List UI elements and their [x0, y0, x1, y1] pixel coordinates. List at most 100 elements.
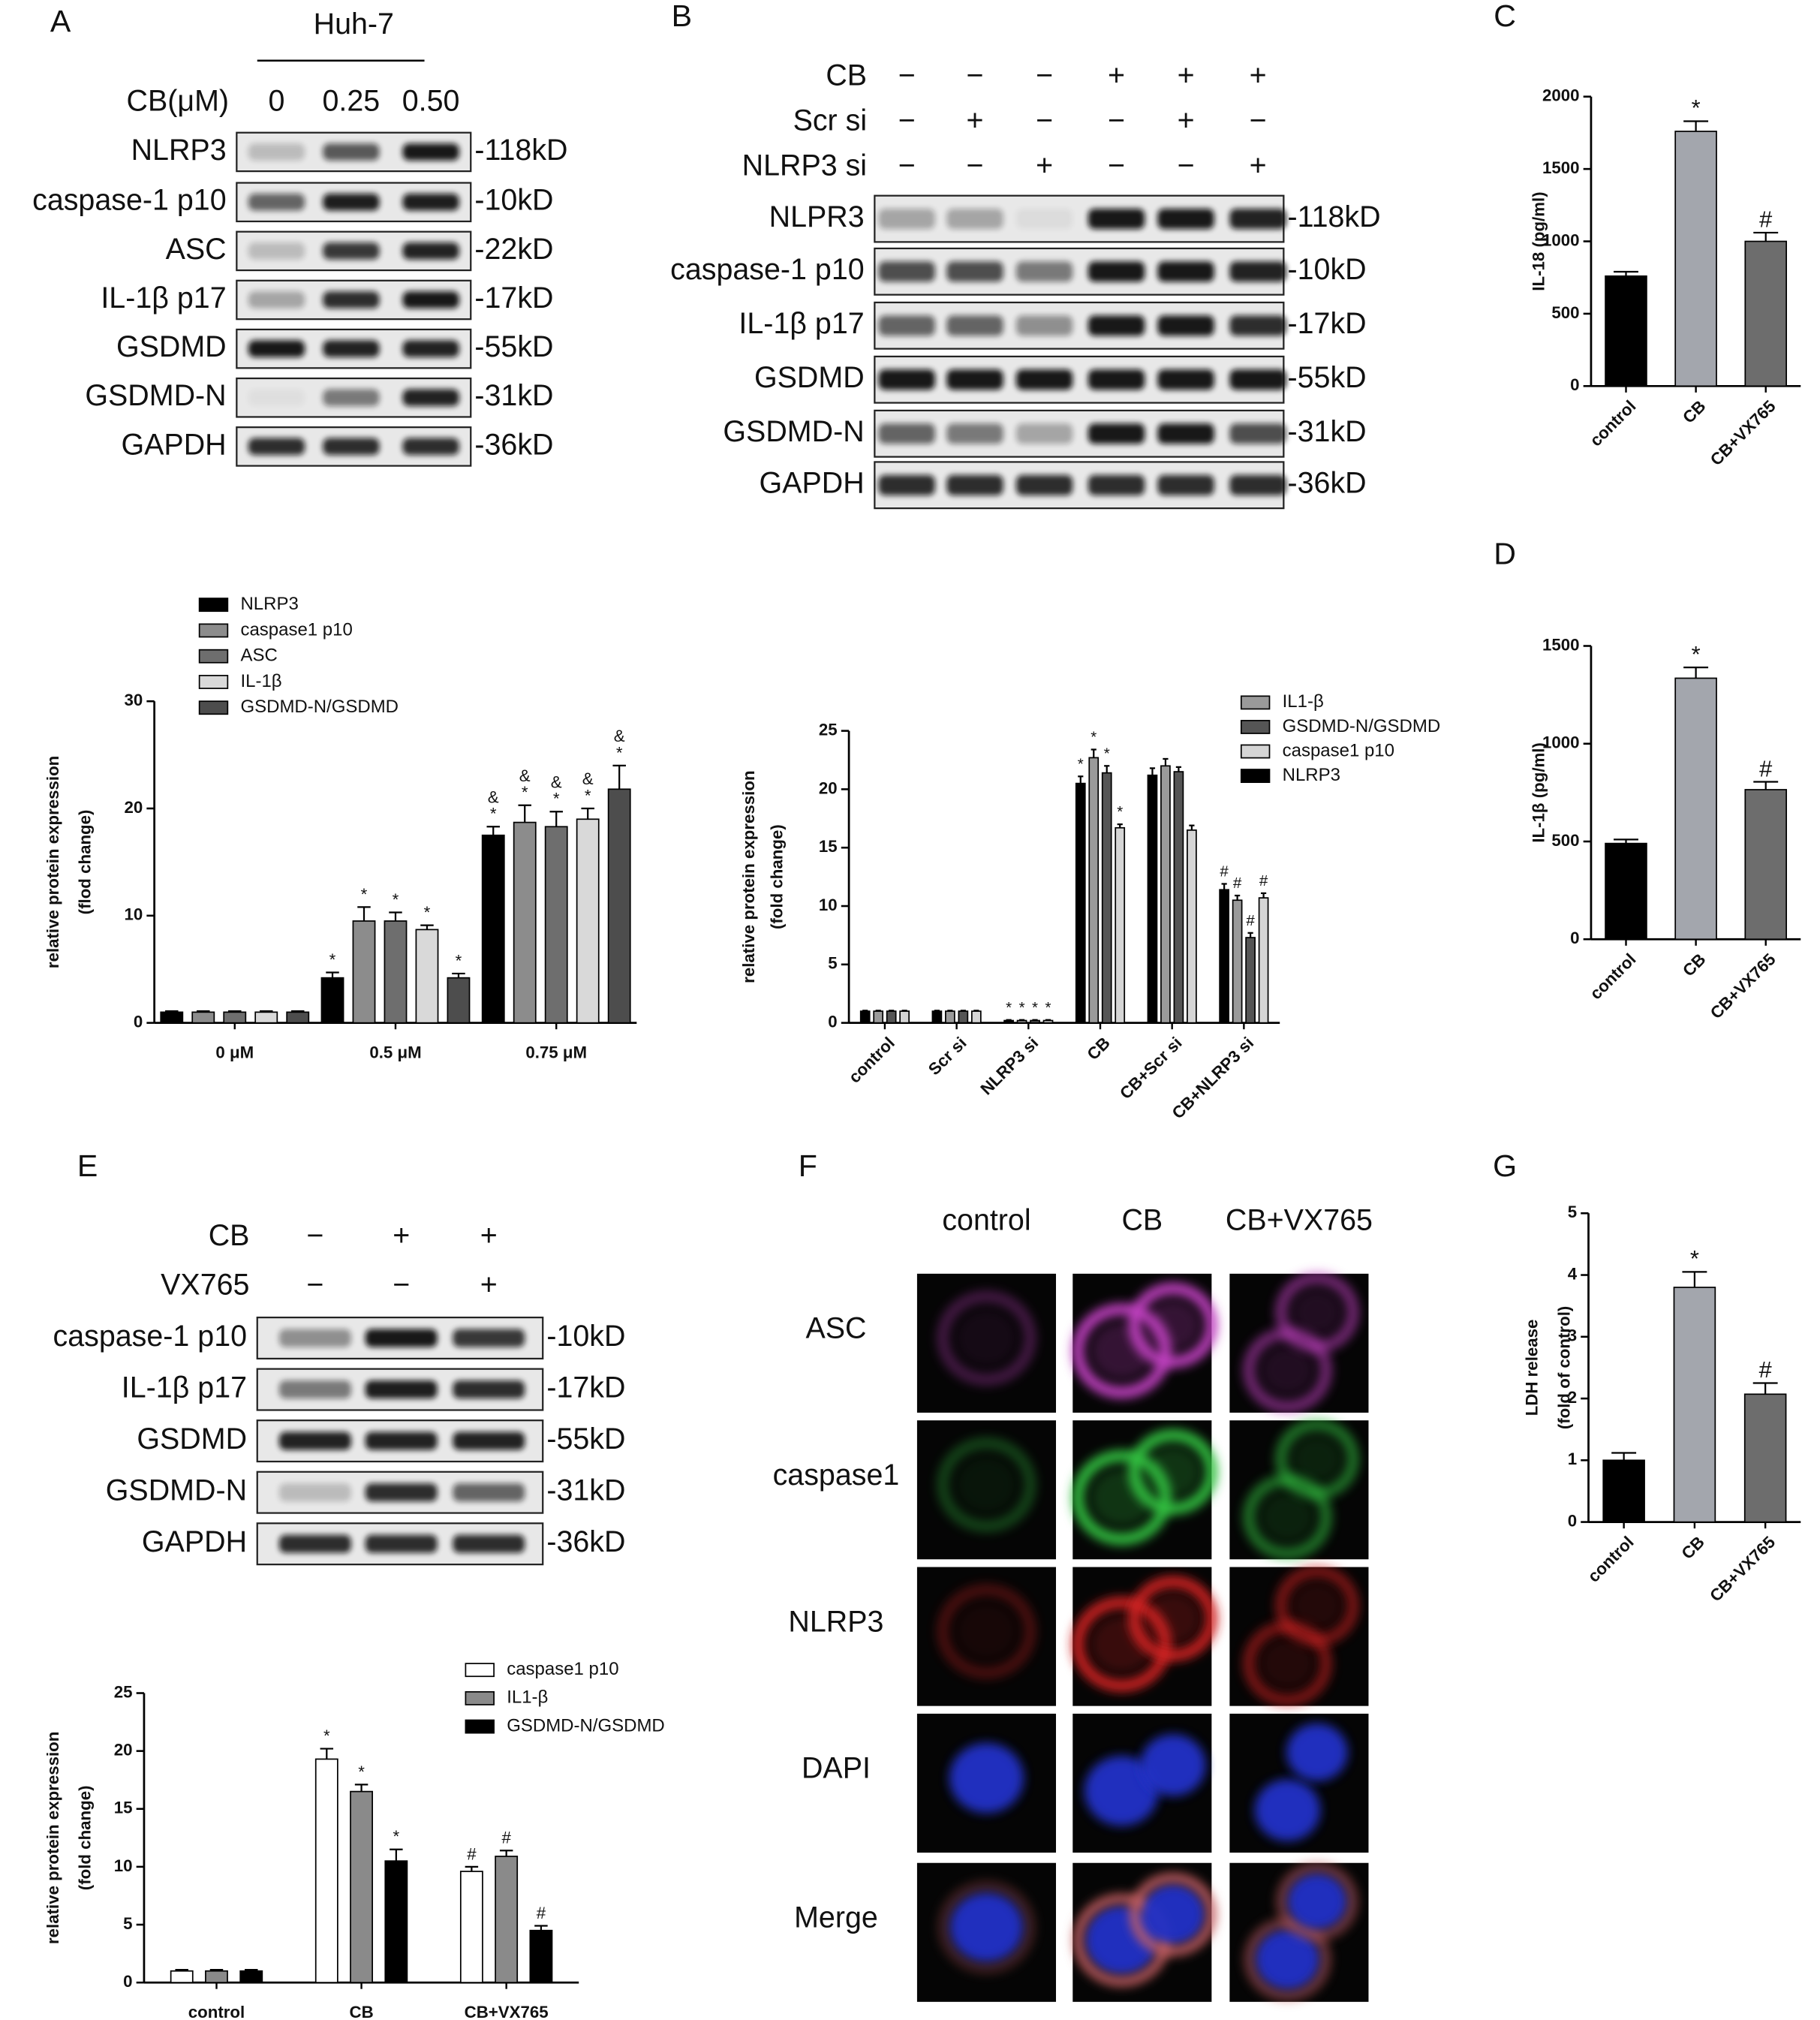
micrograph	[1229, 1272, 1369, 1413]
bar	[859, 1010, 871, 1024]
bar	[495, 1856, 519, 1983]
bar	[886, 1010, 897, 1024]
lane-label: 0.25	[323, 85, 381, 118]
legend-label: NLRP3	[240, 594, 298, 614]
nucleus	[1254, 1779, 1321, 1841]
blot-band	[1157, 315, 1214, 336]
blot-band	[248, 438, 305, 456]
stain-fill	[955, 1456, 1018, 1513]
blot-band	[248, 242, 305, 260]
blot-band	[453, 1380, 525, 1399]
blot-band	[365, 1431, 438, 1450]
x-tick-label: CB	[1679, 950, 1709, 980]
row-label: caspase-1 p10	[53, 1320, 248, 1353]
size-label: -10kD	[1287, 253, 1366, 286]
stain-ring	[937, 1584, 1036, 1679]
significance-mark: #	[1246, 912, 1255, 929]
significance-mark: *	[424, 903, 431, 922]
significance-mark: *	[1117, 803, 1123, 820]
size-label: -55kD	[474, 330, 553, 363]
stain-fill	[1260, 1638, 1315, 1689]
x-tick-label: CB	[1679, 396, 1709, 426]
y-tick-label: 10	[819, 896, 838, 914]
merge-ring	[938, 1881, 1035, 1973]
significance-mark: *	[1692, 641, 1701, 667]
y-axis-label: IL-18 (pg/ml)	[1529, 191, 1548, 291]
blot-band	[1087, 423, 1145, 444]
significance-mark: #	[1220, 862, 1229, 880]
bar	[191, 1011, 215, 1024]
micrograph	[916, 1862, 1057, 2002]
row-label: DAPI	[802, 1752, 871, 1785]
blot-band	[1015, 423, 1073, 444]
panel-label: A	[50, 4, 71, 38]
bar	[314, 1758, 338, 1983]
x-tick-label: CB+VX765	[465, 2003, 549, 2020]
significance-mark: *	[616, 743, 623, 762]
blot-band	[1087, 261, 1145, 282]
y-axis-label: relative protein expression	[44, 756, 62, 968]
bar	[1030, 1019, 1040, 1024]
bar	[1016, 1019, 1027, 1024]
significance-mark: &	[614, 727, 625, 745]
blot-band	[323, 389, 380, 407]
blot-band	[453, 1329, 525, 1347]
significance-mark: &	[519, 766, 531, 785]
stain-ring	[1072, 1303, 1172, 1398]
row-label: GAPDH	[142, 1525, 247, 1558]
blot-band	[1015, 315, 1073, 336]
legend-swatch	[198, 675, 229, 689]
lane-label: +	[1178, 59, 1195, 92]
lane-label: 0.50	[402, 85, 460, 118]
micrograph	[916, 1567, 1057, 1706]
y-tick-label: 1000	[1542, 230, 1580, 249]
blot-band	[878, 423, 935, 444]
significance-mark: *	[1692, 95, 1701, 121]
nucleus	[949, 1892, 1024, 1963]
micrograph	[1072, 1862, 1217, 2002]
blot-band	[278, 1483, 351, 1502]
lane-label: −	[306, 1268, 323, 1301]
column-label: CB+VX765	[1226, 1204, 1373, 1237]
blot-band	[365, 1534, 438, 1553]
blot-title: Huh-7	[314, 8, 394, 41]
bar	[205, 1970, 228, 1983]
bar	[1245, 937, 1256, 1024]
significance-mark: #	[1259, 872, 1268, 890]
significance-mark: *	[358, 1763, 365, 1781]
blot-band	[1015, 369, 1073, 390]
y-tick-label: 0	[1570, 929, 1579, 947]
row-label: GSDMD	[116, 330, 227, 363]
y-axis-label: (fold change)	[768, 824, 787, 929]
stain-fill	[1292, 1582, 1343, 1630]
micrograph	[1229, 1565, 1369, 1706]
blot-band	[1157, 208, 1214, 230]
blot-band	[946, 208, 1003, 230]
legend-swatch	[1240, 744, 1271, 759]
bar	[607, 788, 631, 1024]
y-tick-label: 0	[134, 1013, 143, 1031]
bar	[1101, 772, 1112, 1024]
blot-band	[946, 315, 1003, 336]
row-label: Merge	[794, 1901, 878, 1934]
y-tick-label: 10	[114, 1856, 133, 1875]
y-tick-label: 0	[828, 1013, 837, 1031]
row-label: GAPDH	[121, 428, 226, 461]
blot-band	[1229, 369, 1286, 390]
bar	[1187, 829, 1197, 1024]
legend-label: caspase1 p10	[507, 1659, 618, 1679]
blot-band	[248, 340, 305, 357]
legend-label: GSDMD-N/GSDMD	[1283, 716, 1441, 736]
blot-band	[323, 438, 380, 456]
bar	[286, 1011, 310, 1024]
blot-band	[402, 242, 459, 260]
blot-band	[1157, 369, 1214, 390]
size-label: -17kD	[546, 1371, 625, 1404]
bar	[223, 1011, 247, 1024]
stain-fill	[1145, 1447, 1200, 1498]
nucleus	[1286, 1723, 1348, 1781]
significance-mark: #	[501, 1829, 511, 1847]
blot-band	[453, 1534, 525, 1553]
stain-fill	[1260, 1344, 1315, 1395]
bar	[1003, 1019, 1014, 1024]
